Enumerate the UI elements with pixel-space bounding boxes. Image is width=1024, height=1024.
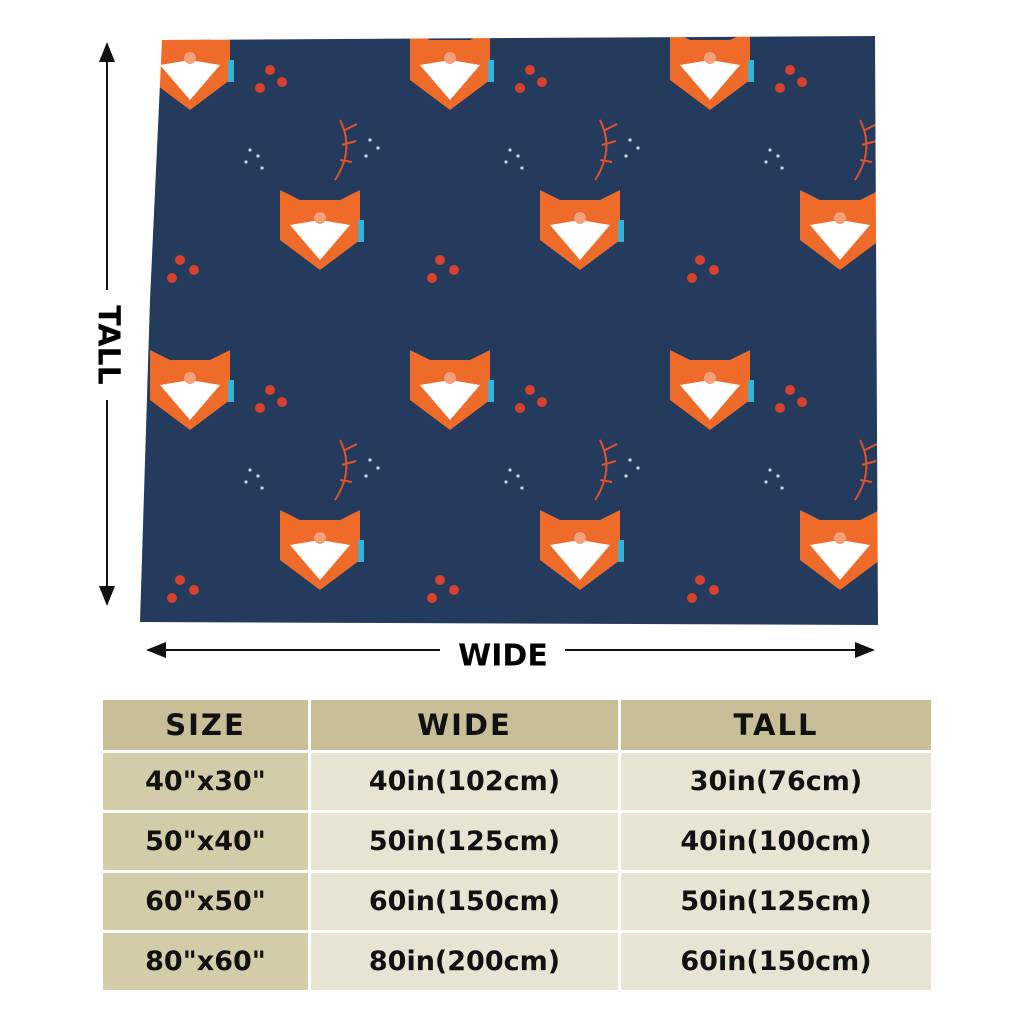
table-cell: 40in(102cm) bbox=[311, 753, 618, 810]
table-cell: 40in(100cm) bbox=[621, 813, 931, 870]
table-row: 50"x40" 50in(125cm) 40in(100cm) bbox=[103, 813, 931, 870]
table-row: 60"x50" 60in(150cm) 50in(125cm) bbox=[103, 873, 931, 930]
header-cell: WIDE bbox=[311, 700, 618, 750]
table-cell: 60in(150cm) bbox=[621, 933, 931, 990]
table-row: 40"x30" 40in(102cm) 30in(76cm) bbox=[103, 753, 931, 810]
table-cell: 80in(200cm) bbox=[311, 933, 618, 990]
blanket-illustration: TALL WIDE bbox=[91, 36, 878, 674]
header-cell: TALL bbox=[621, 700, 931, 750]
table-cell: 50"x40" bbox=[103, 813, 308, 870]
table-cell: 30in(76cm) bbox=[621, 753, 931, 810]
table-cell: 50in(125cm) bbox=[621, 873, 931, 930]
tall-label: TALL bbox=[91, 305, 126, 385]
table-cell: 50in(125cm) bbox=[311, 813, 618, 870]
wide-label: WIDE bbox=[458, 639, 548, 674]
size-table: SIZE WIDE TALL 40"x30" 40in(102cm) 30in(76cm… bbox=[100, 697, 934, 993]
table-cell: 60"x50" bbox=[103, 873, 308, 930]
table-cell: 60in(150cm) bbox=[311, 873, 618, 930]
blanket bbox=[140, 36, 878, 625]
table-cell: 40"x30" bbox=[103, 753, 308, 810]
header-cell: SIZE bbox=[103, 700, 308, 750]
header-row: SIZE WIDE TALL bbox=[103, 700, 931, 750]
table-cell: 80"x60" bbox=[103, 933, 308, 990]
table-row: 80"x60" 80in(200cm) 60in(150cm) bbox=[103, 933, 931, 990]
